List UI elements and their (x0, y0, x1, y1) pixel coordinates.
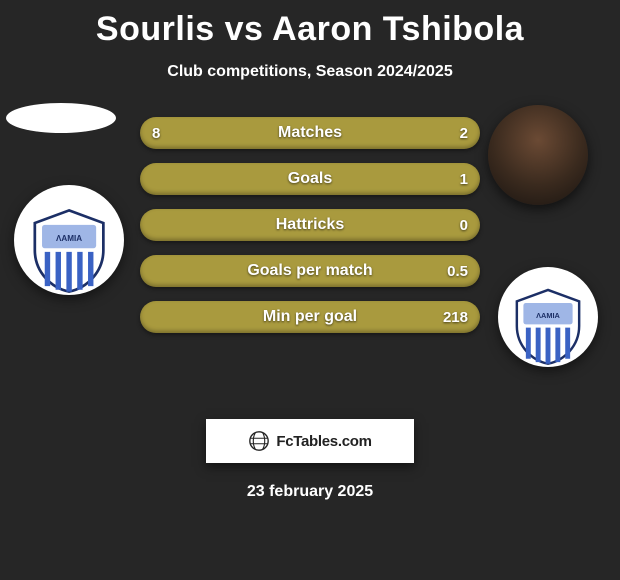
club-crest-right: ΛΑΜΙΑ (498, 267, 598, 367)
stat-bar-label: Hattricks (140, 209, 480, 241)
comparison-stage: ΛΑΜΙΑ ΛΑΜΙΑ Matches82Goals1Hattric (0, 117, 620, 397)
club-crest-left: ΛΑΜΙΑ (14, 185, 124, 295)
stat-bar: Hattricks0 (140, 209, 480, 241)
page-title: Sourlis vs Aaron Tshibola (0, 0, 620, 49)
stat-bar: Goals per match0.5 (140, 255, 480, 287)
stat-value-right: 0 (448, 209, 480, 241)
svg-text:ΛΑΜΙΑ: ΛΑΜΙΑ (536, 311, 560, 320)
player-right-avatar (488, 105, 588, 205)
stat-bars: Matches8 2 Goals1 Hattricks0 Goals per match… (140, 117, 480, 347)
svg-text:ΛΑΜΙΑ: ΛΑΜΙΑ (56, 234, 82, 243)
stat-bar: Goals1 (140, 163, 480, 195)
stat-bar: Matches8 2 (140, 117, 480, 149)
subtitle: Club competitions, Season 2024/2025 (0, 63, 620, 81)
stat-value-left: 8 (140, 117, 172, 149)
stat-bar-label: Min per goal (140, 301, 480, 333)
stat-value-right: 0.5 (435, 255, 480, 287)
stat-bar-label: Goals (140, 163, 480, 195)
lamia-crest-icon: ΛΑΜΙΑ (24, 205, 114, 295)
stat-bar-label: Matches (140, 117, 480, 149)
stat-bar: Min per goal218 (140, 301, 480, 333)
fctables-logo-icon (248, 430, 270, 452)
stat-value-right: 1 (448, 163, 480, 195)
brand-text: FcTables.com (276, 433, 371, 450)
date-label: 23 february 2025 (0, 483, 620, 501)
lamia-crest-icon: ΛΑΜΙΑ (507, 285, 589, 367)
stat-value-right: 2 (448, 117, 480, 149)
player-left-avatar (6, 103, 116, 133)
brand-badge: FcTables.com (206, 419, 414, 463)
stat-bar-label: Goals per match (140, 255, 480, 287)
stat-value-right: 218 (431, 301, 480, 333)
